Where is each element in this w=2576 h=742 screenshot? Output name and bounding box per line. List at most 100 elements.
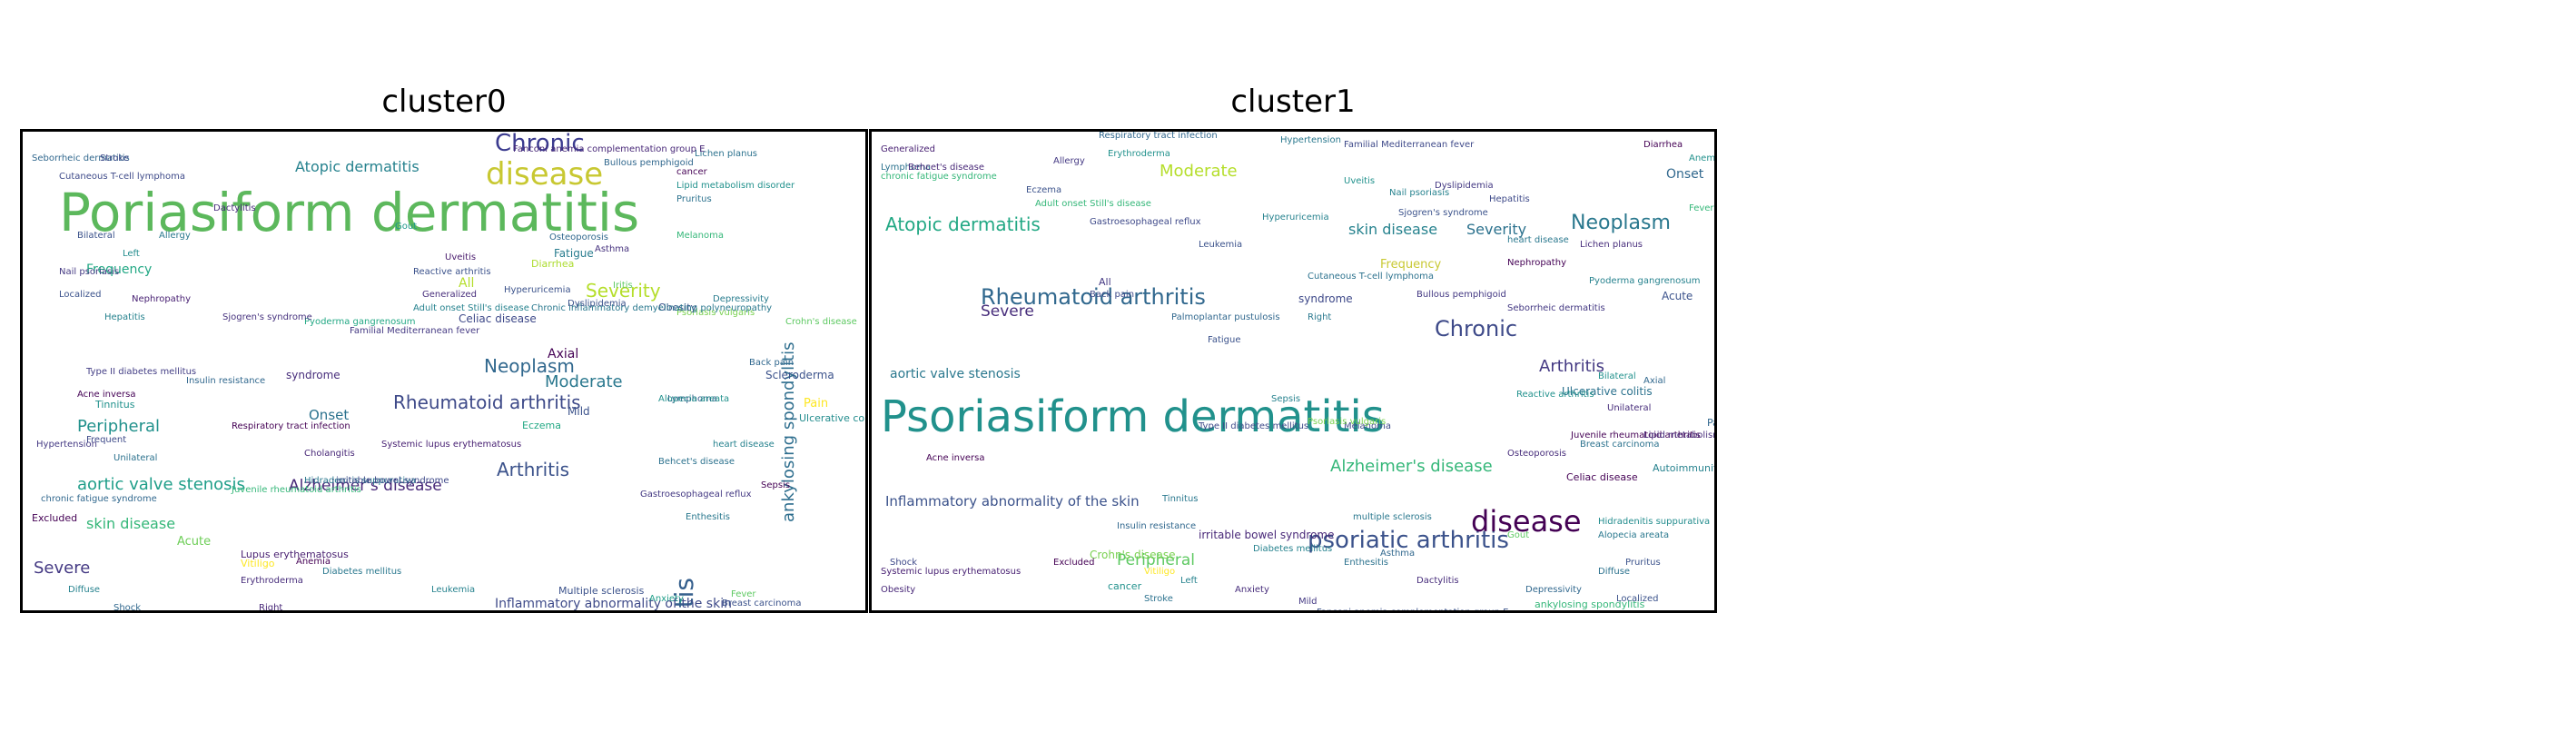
cloud-word: Lymphoma	[667, 394, 717, 404]
cloud-word: Fanconi anemia complementation group E	[513, 144, 706, 154]
cloud-word: Insulin resistance	[186, 376, 266, 386]
cloud-word: Diarrhea	[1643, 140, 1683, 150]
cloud-word: Breast carcinoma	[1580, 440, 1660, 450]
cloud-word: irritable bowel syndrome	[1199, 529, 1335, 541]
cloud-word: Chronic	[495, 130, 585, 157]
cloud-word: Peripheral	[77, 417, 161, 436]
cloud-word: Vitiligo	[1144, 567, 1176, 577]
cloud-word: Eczema	[1026, 185, 1062, 195]
cloud-word: Obesity	[881, 585, 916, 595]
cloud-word: Crohn's disease	[1090, 549, 1176, 561]
cloud-word: Respiratory tract infection	[232, 421, 350, 431]
wordcloud-cluster1: Psoriasiform dermatitis psoriatic arthrit…	[869, 129, 1717, 613]
cloud-word: Vitiligo	[241, 558, 275, 569]
cloud-word: Anemia	[296, 557, 331, 567]
cloud-word: Left	[123, 249, 140, 259]
cloud-word: cancer	[676, 167, 707, 177]
cloud-word: Stroke	[100, 153, 129, 163]
cloud-word: Sepsis	[761, 480, 791, 490]
cloud-word: Uveitis	[1344, 176, 1376, 186]
cloud-word: Lichen planus	[695, 149, 757, 159]
cloud-word: Fanconi anemia complementation group E	[1317, 608, 1509, 613]
panel-title-cluster0: cluster0	[381, 84, 507, 120]
cloud-word: Atopic dermatitis	[295, 158, 419, 175]
cloud-word: Systemic lupus erythematosus	[381, 440, 522, 450]
cloud-word: Sepsis	[1271, 394, 1301, 404]
cloud-word: Osteoporosis	[1507, 449, 1566, 459]
cloud-word: Tinnitus	[1162, 494, 1199, 504]
cloud-word: Hypertension	[1280, 135, 1341, 145]
cloud-word: Hyperuricemia	[504, 285, 571, 295]
cloud-word: Anemia	[1689, 153, 1716, 163]
cloud-word: Mild	[568, 405, 590, 418]
cloud-word: Frequency	[86, 262, 153, 277]
cloud-word: Diabetes mellitus	[322, 567, 402, 577]
cloud-word: Bullous pemphigoid	[1416, 290, 1506, 300]
cloud-word: Moderate	[545, 372, 623, 391]
cloud-word: Leukemia	[431, 585, 476, 595]
cloud-word: Erythroderma	[1108, 149, 1170, 159]
cloud-word: Dactylitis	[1416, 576, 1459, 586]
cloud-word: Behcet's disease	[658, 457, 735, 467]
cloud-word: Alopecia areata	[1598, 530, 1670, 540]
cloud-word: Unilateral	[114, 453, 158, 463]
cloud-word: Celiac disease	[459, 312, 537, 325]
cloud-word: Generalized	[881, 144, 935, 154]
cloud-word: Depressivity	[713, 294, 769, 304]
cloud-word: aortic valve stenosis	[890, 367, 1021, 381]
cloud-word: Fatigue	[554, 247, 594, 260]
cloud-word: Shock	[890, 558, 918, 568]
cloud-word: Poriasiform dermatitis	[59, 182, 640, 243]
cloud-word: Chronic inflammatory demyelinating polyn…	[531, 303, 773, 313]
cloud-word: Nephropathy	[1507, 258, 1566, 268]
cloud-word: Mild	[1298, 597, 1318, 607]
cloud-word: Allergy	[1053, 156, 1085, 166]
cloud-word: Lipid metabolism disorder	[676, 181, 795, 191]
cloud-word: Severity	[1466, 221, 1527, 238]
cloud-word: All	[459, 276, 475, 291]
cloud-word: Severity	[586, 280, 661, 302]
cloud-word: Acne inversa	[926, 453, 985, 463]
cloud-word: Osteoporosis	[549, 232, 608, 242]
cloud-word: Asthma	[595, 244, 630, 254]
cloud-word: Asthma	[1380, 549, 1416, 559]
cloud-word: Seborrheic dermatitis	[1507, 303, 1605, 313]
cloud-word: Onset	[1666, 167, 1704, 182]
cloud-word: Diabetes mellitus	[1253, 544, 1333, 554]
cloud-word: Hypertension	[36, 440, 97, 450]
cloud-word: heart disease	[1507, 235, 1569, 245]
cloud-word: Bilateral	[77, 231, 115, 241]
cloud-word: Alzheimer's disease	[289, 477, 442, 495]
cloud-word: skin disease	[86, 515, 176, 532]
cloud-word: Leukemia	[1199, 240, 1243, 250]
cloud-word: Psoriasis vulgaris	[676, 308, 755, 318]
cloud-word: Bullous pemphigoid	[604, 158, 694, 168]
cloud-word: Pruritus	[676, 194, 712, 204]
cloud-word: Generalized	[422, 290, 477, 300]
cloud-word: Chronic	[1435, 316, 1518, 341]
cloud-word: aortic valve stenosis	[77, 475, 245, 494]
cloud-word: Rheumatoid arthritis	[393, 391, 581, 413]
cloud-word: Eczema	[522, 420, 561, 431]
cloud-word: disease	[486, 156, 604, 193]
cloud-word: Nail psoriasis	[59, 267, 120, 277]
cloud-word: Melanoma	[1344, 421, 1392, 431]
cloud-word: Familial Mediterranean fever	[350, 326, 480, 336]
cloud-word: Gastroesophageal reflux	[640, 490, 752, 500]
cloud-word: Autoimmunity	[1653, 462, 1717, 474]
cloud-word: Pain	[804, 397, 829, 411]
cloud-word: Dactylitis	[213, 203, 256, 213]
cloud-word: Hidradenitis suppurativa	[1598, 517, 1711, 527]
cloud-word: Pyoderma gangrenosum	[1589, 276, 1701, 286]
cloud-word: Fever	[731, 589, 756, 599]
cloud-word: Type II diabetes mellitus	[86, 367, 197, 377]
cloud-word: Back pain	[749, 358, 795, 368]
cloud-word: Axial	[1643, 376, 1666, 386]
cloud-word: Frequency	[1380, 258, 1442, 272]
cloud-word: Sjogren's syndrome	[1398, 208, 1488, 218]
cloud-word: Excluded	[1053, 558, 1095, 568]
cloud-word: Uveitis	[445, 252, 477, 262]
cloud-word: Psoriasiform dermatitis	[881, 391, 1385, 442]
cloud-word: disease	[1471, 504, 1582, 539]
cloud-word: Localized	[1616, 594, 1659, 604]
